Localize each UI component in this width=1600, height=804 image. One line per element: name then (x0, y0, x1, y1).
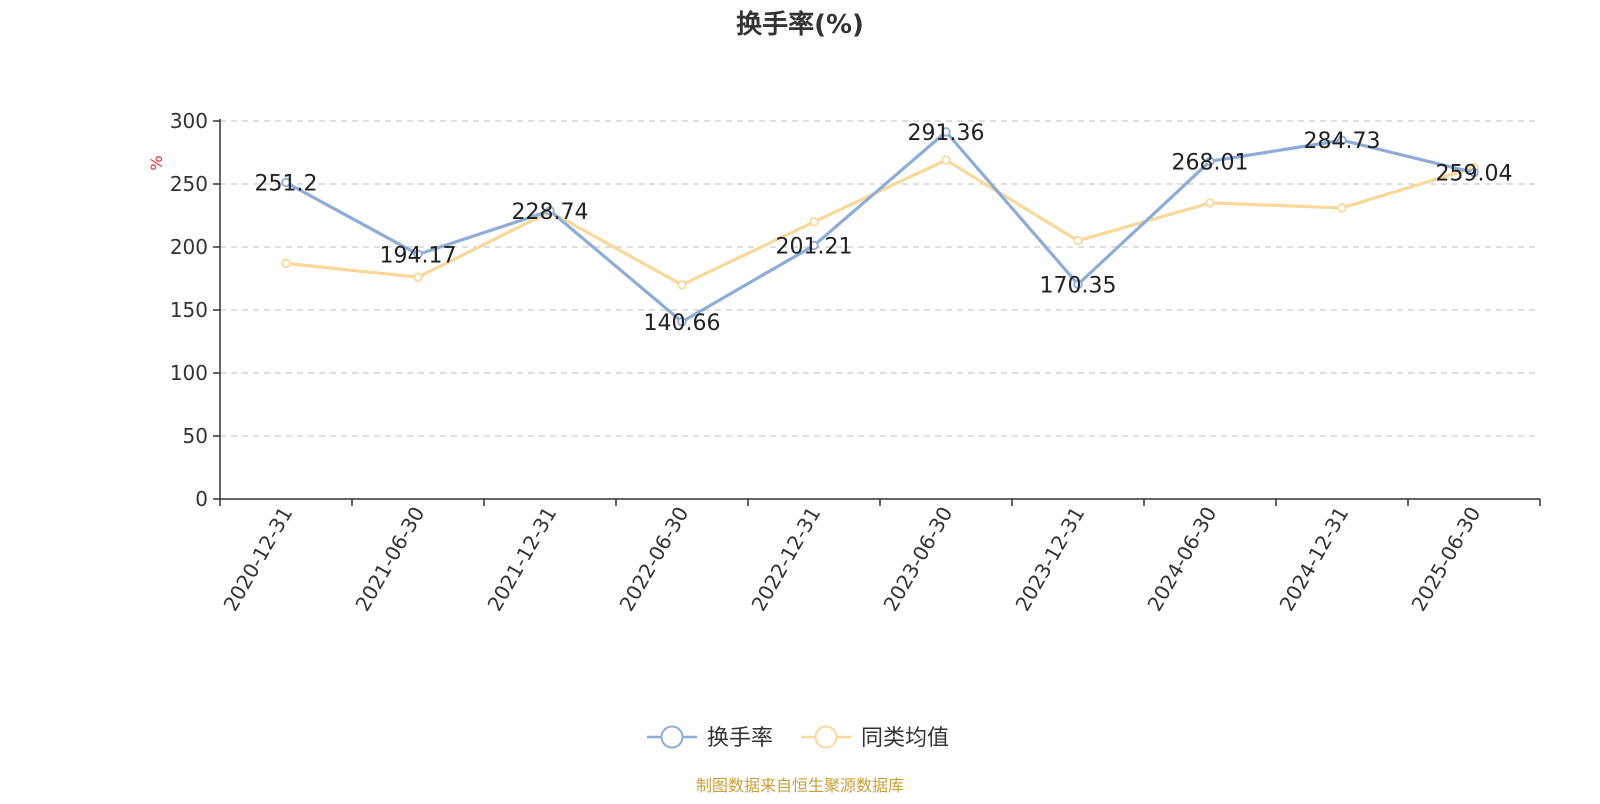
x-tick-label: 2024-06-30 (1142, 503, 1221, 616)
series-lines (281, 127, 1479, 327)
data-point[interactable] (677, 280, 687, 290)
y-tick-label: 50 (183, 424, 208, 448)
legend-marker (660, 725, 684, 749)
data-point[interactable] (677, 317, 687, 327)
data-label: 268.01 (1172, 150, 1249, 175)
legend-item-turnover[interactable]: 换手率 (647, 725, 773, 751)
legend[interactable]: 换手率 同类均值 (647, 725, 949, 751)
data-point[interactable] (1337, 203, 1347, 213)
source-note: 制图数据来自恒生聚源数据库 (696, 776, 904, 795)
chart-title: 换手率(%) (736, 9, 864, 40)
data-point[interactable] (1073, 279, 1083, 290)
data-point[interactable] (809, 240, 819, 251)
data-label: 251.2 (255, 171, 318, 196)
data-label: 259.04 (1436, 162, 1513, 187)
data-point[interactable] (413, 249, 423, 260)
x-tick-label: 2020-12-31 (218, 503, 297, 616)
x-tick-label: 2021-12-31 (482, 503, 561, 616)
data-point[interactable] (1469, 167, 1479, 178)
data-label: 170.35 (1040, 273, 1117, 298)
data-point[interactable] (941, 155, 951, 165)
legend-marker (814, 725, 838, 749)
data-point[interactable] (1205, 156, 1215, 167)
y-tick-label: 100 (170, 361, 208, 385)
x-tick-label: 2024-12-31 (1274, 503, 1353, 616)
x-tick-label: 2022-12-31 (746, 503, 825, 616)
data-point[interactable] (809, 217, 819, 227)
legend-label: 换手率 (707, 726, 773, 751)
x-tick-label: 2025-06-30 (1406, 503, 1485, 616)
y-tick-label: 300 (170, 109, 208, 133)
x-tick-label: 2023-12-31 (1010, 503, 1089, 616)
series-line-peer-average (285, 158, 1475, 287)
series-line-turnover (285, 130, 1475, 324)
data-point[interactable] (1073, 235, 1083, 246)
y-tick-label: 250 (170, 172, 208, 196)
data-point[interactable] (281, 177, 291, 188)
x-tick-label: 2021-06-30 (350, 503, 429, 616)
x-tick-label: 2023-06-30 (878, 503, 957, 616)
data-point[interactable] (1337, 135, 1347, 145)
data-label: 228.74 (512, 200, 589, 225)
x-tick-label: 2022-06-30 (614, 503, 693, 616)
data-label: 140.66 (644, 311, 721, 336)
data-label: 284.73 (1304, 129, 1381, 154)
data-point[interactable] (281, 258, 291, 269)
data-point[interactable] (941, 127, 951, 137)
data-point[interactable] (413, 272, 423, 282)
data-label: 291.36 (908, 121, 985, 146)
y-tick-label: 0 (195, 487, 208, 511)
legend-label: 同类均值 (861, 726, 949, 751)
y-tick-label: 200 (170, 235, 208, 259)
y-tick-label: 150 (170, 298, 208, 322)
axes: 0 50 100 150 200 250 300 2020-12-31 2021-06-30 20… (170, 109, 1541, 616)
data-point[interactable] (1205, 198, 1215, 208)
data-label: 194.17 (380, 243, 457, 268)
data-point[interactable] (545, 206, 555, 216)
y-axis-unit-label: % (147, 155, 166, 170)
legend-item-peer-average[interactable]: 同类均值 (801, 725, 949, 751)
data-label: 201.21 (776, 234, 853, 259)
data-labels: 251.2 194.17 228.74 140.66 201.21 291.36 170.3… (255, 121, 1513, 336)
